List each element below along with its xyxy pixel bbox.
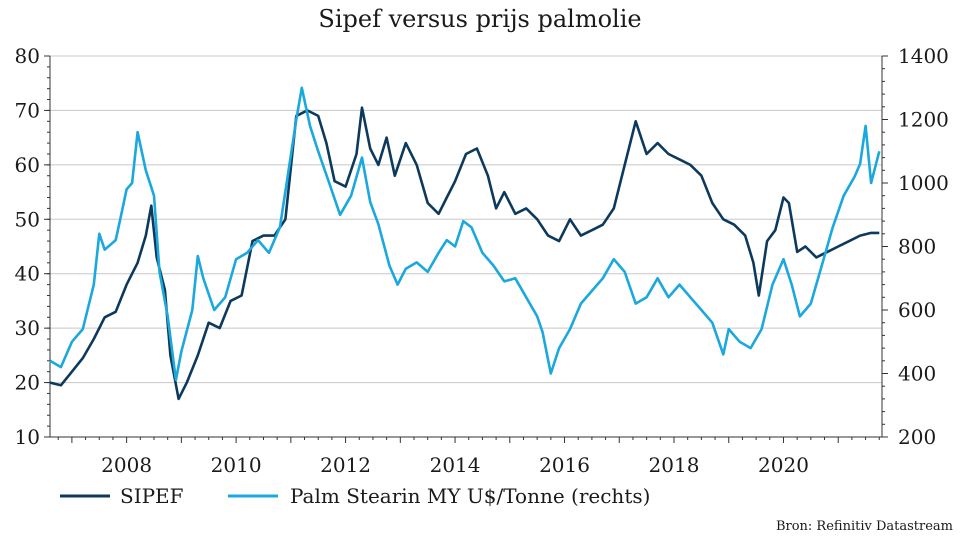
left-axis-label-4: 50 [15,207,40,231]
x-axis-label-5: 2018 [649,453,700,477]
right-axis-label-6: 1400 [898,44,949,68]
left-axis-label-6: 70 [15,98,40,122]
left-axis-label-2: 30 [15,316,40,340]
x-axis-label-0: 2008 [101,453,152,477]
left-axis-label-3: 40 [15,262,40,286]
legend: SIPEF Palm Stearin MY U$/Tonne (rechts) [60,484,650,508]
series-line-sipef [49,106,880,401]
legend-label-palm-stearin: Palm Stearin MY U$/Tonne (rechts) [290,484,650,508]
series-line-palm-stearin [49,86,881,382]
right-axis-label-3: 800 [898,235,936,259]
left-axis-label-7: 80 [15,44,40,68]
legend-label-sipef: SIPEF [120,484,184,508]
right-axis-label-0: 200 [898,425,936,449]
right-axis-label-4: 1000 [898,171,949,195]
x-axis-label-2: 2012 [320,453,371,477]
chart-title: Sipef versus prijs palmolie [318,5,641,33]
right-axis-label-2: 600 [898,298,936,322]
series-lines [49,86,881,401]
source-note: Bron: Refinitiv Datastream [776,519,953,534]
x-axis-label-3: 2014 [430,453,481,477]
x-axis-label-1: 2010 [211,453,262,477]
axes: 10 20 30 40 50 60 70 80 200 400 600 800 1000 1200 1400… [15,44,949,477]
x-axis-label-6: 2020 [758,453,809,477]
left-axis-label-5: 60 [15,153,40,177]
x-axis-label-4: 2016 [539,453,590,477]
right-axis-label-5: 1200 [898,108,949,132]
left-axis-label-1: 20 [15,371,40,395]
right-axis-label-1: 400 [898,362,936,386]
left-axis-label-0: 10 [15,425,40,449]
